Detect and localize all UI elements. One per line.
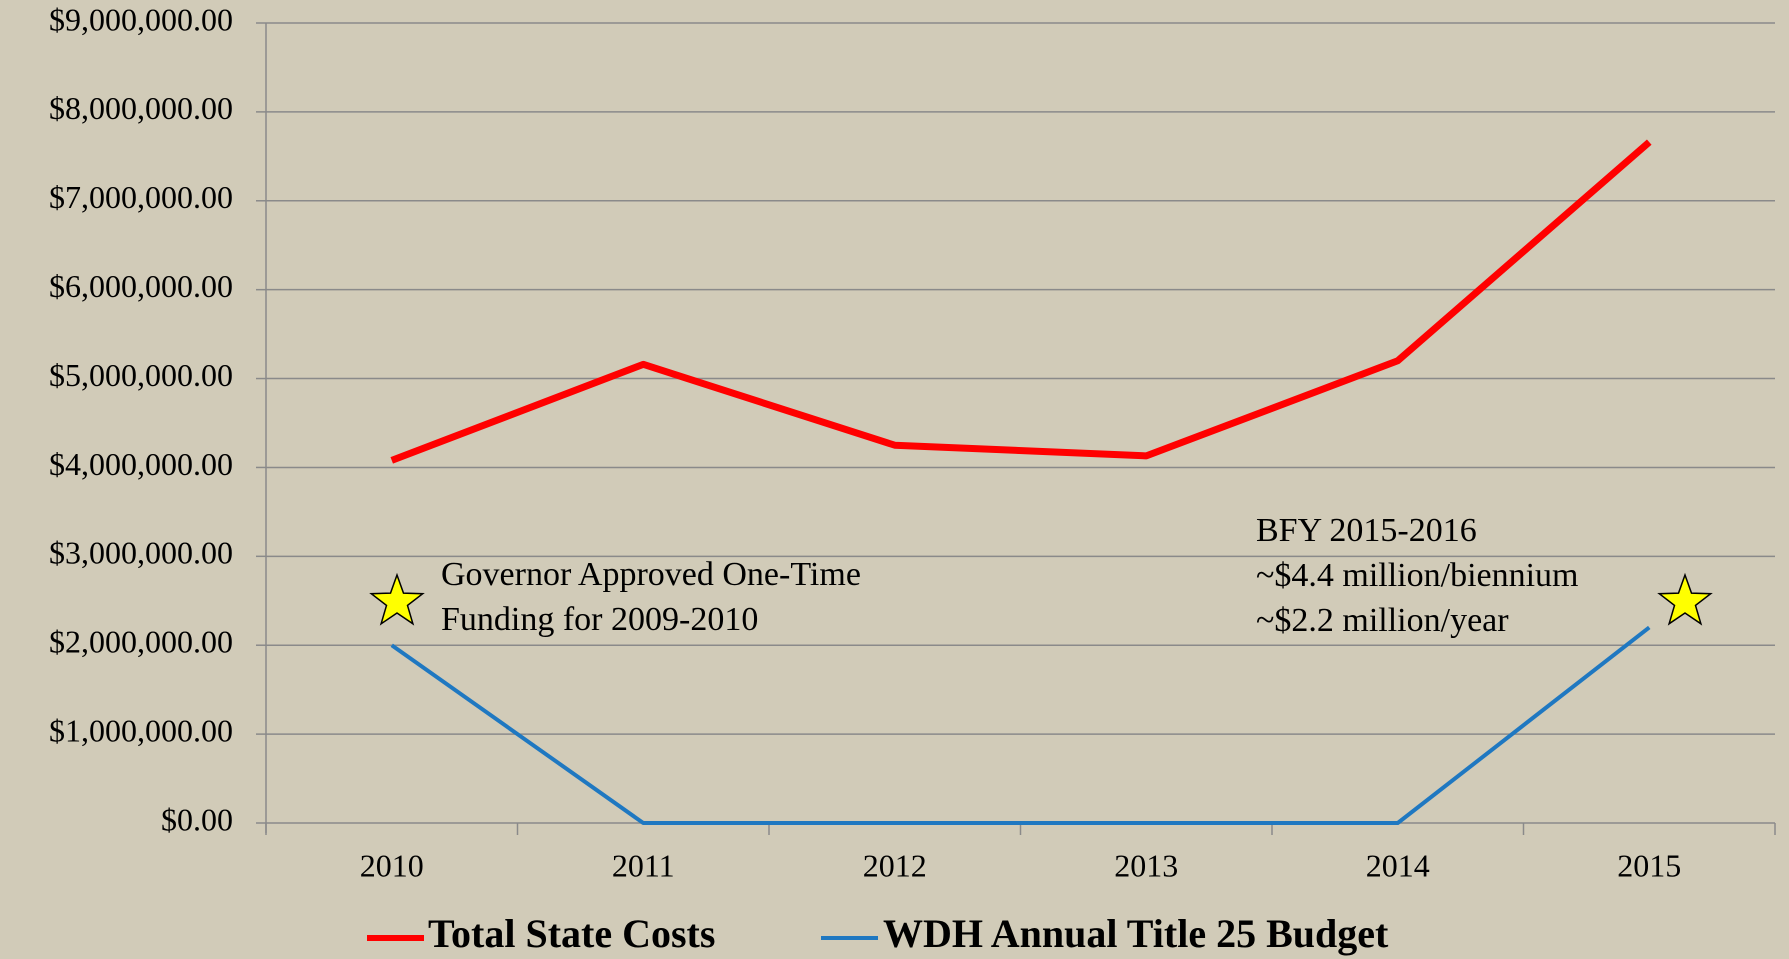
x-tick-label: 2014: [1366, 847, 1430, 883]
legend-label: WDH Annual Title 25 Budget: [883, 911, 1389, 956]
x-tick-label: 2015: [1617, 847, 1681, 883]
x-tick-label: 2012: [863, 847, 927, 883]
y-tick-label: $5,000,000.00: [49, 357, 233, 393]
star-icon: [369, 572, 425, 626]
y-tick-label: $0.00: [161, 801, 233, 837]
x-tick-label: 2011: [612, 847, 675, 883]
series-line: [390, 625, 1651, 825]
annotation: ~$4.4 million/biennium: [1256, 557, 1579, 594]
annotation: Governor Approved One-Time: [441, 556, 861, 593]
y-tick-label: $9,000,000.00: [49, 1, 233, 37]
star-icon: [1657, 572, 1713, 626]
legend-label: Total State Costs: [428, 911, 715, 956]
y-tick-label: $1,000,000.00: [49, 712, 233, 748]
x-tick-label: 2013: [1114, 847, 1178, 883]
y-tick-label: $7,000,000.00: [49, 179, 233, 215]
annotation: Funding for 2009-2010: [441, 601, 758, 638]
annotation: BFY 2015-2016: [1256, 512, 1477, 549]
x-tick-label: 2010: [360, 847, 424, 883]
y-tick-label: $2,000,000.00: [49, 624, 233, 660]
y-tick-label: $6,000,000.00: [49, 268, 233, 304]
y-tick-label: $3,000,000.00: [49, 535, 233, 571]
annotation: ~$2.2 million/year: [1256, 602, 1509, 639]
y-tick-label: $8,000,000.00: [49, 90, 233, 126]
series-line: [390, 139, 1652, 464]
y-tick-label: $4,000,000.00: [49, 446, 233, 482]
